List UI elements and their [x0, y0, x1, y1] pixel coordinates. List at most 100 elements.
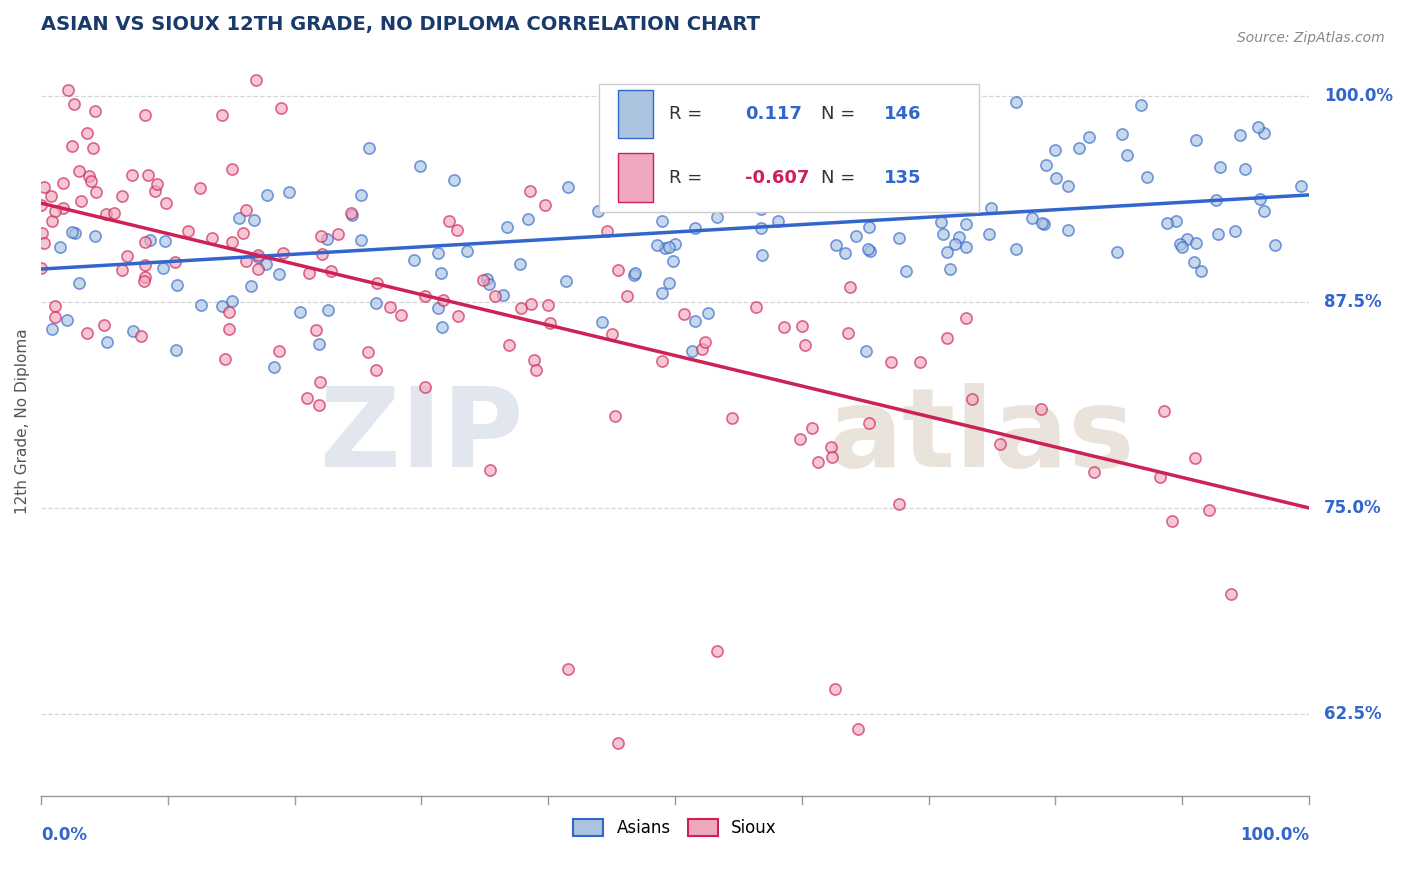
Point [475, 272, 498, 286]
Point [1136, 169, 1159, 184]
Point [1247, 120, 1270, 134]
Point [96, 335, 118, 350]
Point [389, 308, 412, 322]
Point [443, 172, 465, 186]
Point [49, 240, 72, 254]
Point [254, 257, 277, 271]
Point [143, 184, 166, 198]
Point [519, 297, 541, 311]
Point [1057, 222, 1080, 236]
Point [910, 142, 932, 156]
Point [52, 176, 75, 190]
Point [245, 72, 267, 87]
Point [134, 108, 156, 122]
Point [519, 184, 541, 198]
Point [1105, 244, 1128, 259]
Point [955, 240, 977, 254]
Point [311, 247, 333, 261]
Point [1175, 232, 1198, 246]
Point [267, 343, 290, 358]
Point [1077, 130, 1099, 145]
Point [1205, 194, 1227, 208]
Point [60, 225, 83, 239]
Point [484, 289, 506, 303]
Point [1171, 239, 1194, 253]
Point [664, 237, 686, 252]
Point [955, 310, 977, 325]
Point [509, 301, 531, 316]
Point [498, 337, 520, 351]
Point [359, 141, 381, 155]
Point [67, 164, 90, 178]
Point [773, 320, 796, 334]
Point [269, 267, 291, 281]
Point [366, 277, 388, 291]
Point [508, 257, 530, 271]
Point [350, 187, 373, 202]
FancyBboxPatch shape [619, 153, 654, 202]
Point [413, 289, 436, 303]
Point [1189, 264, 1212, 278]
Point [1264, 238, 1286, 252]
Point [1067, 141, 1090, 155]
Text: 75.0%: 75.0% [1324, 499, 1382, 516]
Point [94, 207, 117, 221]
Point [319, 264, 342, 278]
Point [756, 157, 779, 171]
Point [596, 224, 619, 238]
Point [366, 363, 388, 377]
Point [1035, 158, 1057, 172]
Point [79, 174, 101, 188]
Point [683, 314, 706, 328]
Point [690, 343, 713, 357]
Point [478, 463, 501, 477]
Point [44, 203, 66, 218]
Point [1160, 514, 1182, 528]
Text: R =: R = [669, 169, 707, 186]
Point [378, 300, 401, 314]
Point [190, 298, 212, 312]
Point [309, 229, 332, 244]
Point [432, 293, 454, 307]
Point [697, 306, 720, 320]
Point [855, 344, 877, 359]
Text: 100.0%: 100.0% [1324, 87, 1393, 105]
Point [537, 298, 560, 312]
Point [62, 96, 84, 111]
Point [607, 736, 630, 750]
Point [669, 183, 692, 197]
Point [263, 359, 285, 374]
Point [39, 189, 62, 203]
Point [221, 235, 243, 249]
Point [789, 433, 811, 447]
Point [1249, 192, 1271, 206]
Point [1185, 235, 1208, 250]
Point [41, 322, 63, 336]
Point [681, 343, 703, 358]
Point [616, 289, 638, 303]
Point [1184, 451, 1206, 466]
Point [786, 196, 808, 211]
Point [366, 296, 388, 310]
Point [935, 245, 957, 260]
Point [534, 198, 557, 212]
Point [221, 162, 243, 177]
Point [1111, 127, 1133, 141]
Point [246, 250, 269, 264]
Point [856, 242, 879, 256]
Point [824, 681, 846, 696]
Text: ZIP: ZIP [319, 383, 523, 490]
Point [749, 221, 772, 235]
Point [111, 188, 134, 202]
Point [211, 107, 233, 121]
Text: N =: N = [821, 169, 860, 186]
Point [605, 409, 627, 424]
Point [235, 254, 257, 268]
Point [163, 255, 186, 269]
Point [792, 318, 814, 333]
Point [889, 231, 911, 245]
Point [166, 278, 188, 293]
Point [32, 236, 55, 251]
Point [880, 355, 903, 369]
Point [256, 188, 278, 202]
